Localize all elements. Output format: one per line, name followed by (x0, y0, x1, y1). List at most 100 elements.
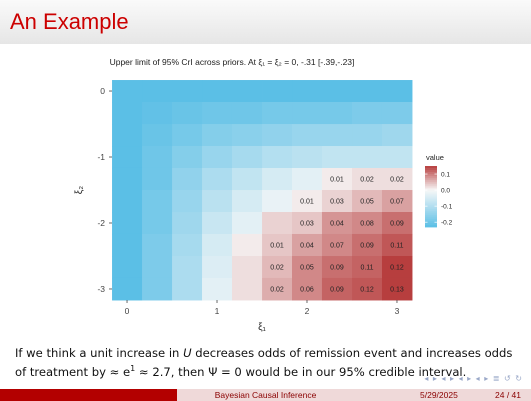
slide-header: An Example (0, 0, 531, 44)
legend-gradient-segment (425, 188, 437, 191)
heatmap-cell (112, 124, 143, 147)
heatmap-cell-label: 0.05 (360, 199, 374, 206)
footer-date: 5/29/2025 (420, 390, 458, 400)
heatmap-cell (381, 277, 413, 301)
heatmap-cell (352, 80, 383, 103)
legend-gradient-segment (425, 216, 437, 220)
heatmap-cell (292, 167, 323, 191)
legend-gradient-segment (425, 174, 437, 177)
body-text-exponent: 1 (130, 364, 136, 373)
x-axis-label: ξ₁ (258, 322, 266, 333)
legend-gradient-segment (425, 218, 437, 222)
footer-right-bar: 5/29/2025 24 / 41 (354, 389, 531, 401)
heatmap-cell (112, 102, 143, 125)
legend-gradient-segment (425, 190, 437, 193)
heatmap-cell (321, 256, 353, 279)
heatmap-cell-label: 0.07 (390, 199, 404, 206)
heatmap-cell (231, 102, 263, 125)
heatmap-cell (172, 102, 203, 125)
legend-gradient-segment (425, 222, 437, 226)
legend-gradient-segment (425, 202, 437, 206)
heatmap-cell (262, 167, 293, 191)
heatmap-cell-label: 0.01 (270, 242, 284, 249)
heatmap-cell (381, 190, 413, 213)
heatmap-cell (112, 212, 143, 235)
heatmap-cell (352, 212, 383, 235)
heatmap-cell-label: 0.09 (390, 220, 404, 227)
heatmap-cell (262, 124, 293, 147)
heatmap-cell (262, 256, 293, 279)
heatmap-cell (231, 80, 263, 103)
heatmap-cell (231, 167, 263, 191)
heatmap-cell (262, 277, 293, 301)
heatmap-cell (352, 233, 383, 257)
body-text-part: If we think a unit increase in (15, 346, 184, 360)
heatmap-cell (202, 167, 233, 191)
heatmap-cell (292, 277, 323, 301)
heatmap-cell (381, 167, 413, 191)
heatmap-cell-label: 0.03 (330, 199, 344, 206)
beamer-navigation-icons[interactable]: ◂ ▸ ◂ ▸ ◂ ▸ ◂ ▸ ≣ ↺ ↻ (424, 374, 523, 383)
heatmap-cell (112, 190, 143, 213)
heatmap-cell (142, 124, 173, 147)
heatmap-cell (202, 102, 233, 125)
x-tick-label: 1 (215, 306, 220, 316)
legend-tick-label: 0.0 (441, 188, 450, 195)
heatmap-cell (321, 146, 353, 169)
legend-gradient-segment (425, 198, 437, 201)
heatmap-cell-label: 0.05 (300, 265, 314, 272)
heatmap-cell-label: 0.06 (300, 286, 314, 293)
heatmap-cell (172, 190, 203, 213)
heatmap-cell (202, 80, 233, 103)
heatmap-cell (381, 146, 413, 169)
heatmap-cell-label: 0.11 (360, 265, 373, 272)
legend-gradient-segment (425, 220, 437, 224)
legend-gradient-segment (425, 206, 437, 210)
heatmap-cell (292, 80, 323, 103)
heatmap-cell (202, 277, 233, 301)
heatmap-cell (202, 124, 233, 147)
heatmap-cell (231, 277, 263, 301)
heatmap-cell (381, 80, 413, 103)
legend-title: value (426, 153, 444, 162)
heatmap-cell (292, 212, 323, 235)
heatmap-cell (231, 146, 263, 169)
heatmap-cell (112, 80, 143, 103)
body-text-part: decreases odds of remission event and in… (15, 346, 513, 379)
chart-title: Upper limit of 95% CrI across priors. At… (110, 57, 355, 67)
heatmap-cell (142, 80, 173, 103)
legend-gradient-segment (425, 184, 437, 187)
legend-gradient-segment (425, 204, 437, 208)
heatmap-cell (231, 256, 263, 279)
legend-gradient-segment (425, 212, 437, 216)
legend-tick-label: 0.1 (441, 172, 450, 179)
heatmap-cell (112, 167, 143, 191)
heatmap-cell (202, 212, 233, 235)
heatmap-cell-label: 0.11 (390, 242, 403, 249)
legend-gradient-segment (425, 186, 437, 189)
heatmap-cell-label: 0.04 (300, 242, 314, 249)
heatmap-cell (142, 102, 173, 125)
heatmap-cell (321, 233, 353, 257)
heatmap-cell (292, 146, 323, 169)
legend-gradient-segment (425, 176, 437, 179)
heatmap-cell-label: 0.01 (330, 176, 344, 183)
slide-title: An Example (10, 9, 129, 34)
legend-gradient-segment (425, 196, 437, 199)
footer-page-number: 24 / 41 (495, 390, 521, 400)
heatmap-cell (231, 212, 263, 235)
heatmap-cell-label: 0.08 (360, 220, 374, 227)
heatmap-cell (292, 124, 323, 147)
heatmap-cell (112, 256, 143, 279)
heatmap-cell (142, 212, 173, 235)
legend-gradient-segment (425, 170, 437, 173)
y-tick-label: -1 (97, 152, 105, 162)
heatmap-cell-label: 0.12 (360, 286, 374, 293)
heatmap-cell (262, 80, 293, 103)
footer-left-bar (0, 389, 177, 401)
heatmap-cell-label: 0.02 (270, 265, 284, 272)
heatmap-cell (172, 256, 203, 279)
heatmap-cell (142, 233, 173, 257)
heatmap-cell (172, 146, 203, 169)
heatmap-cell (142, 167, 173, 191)
